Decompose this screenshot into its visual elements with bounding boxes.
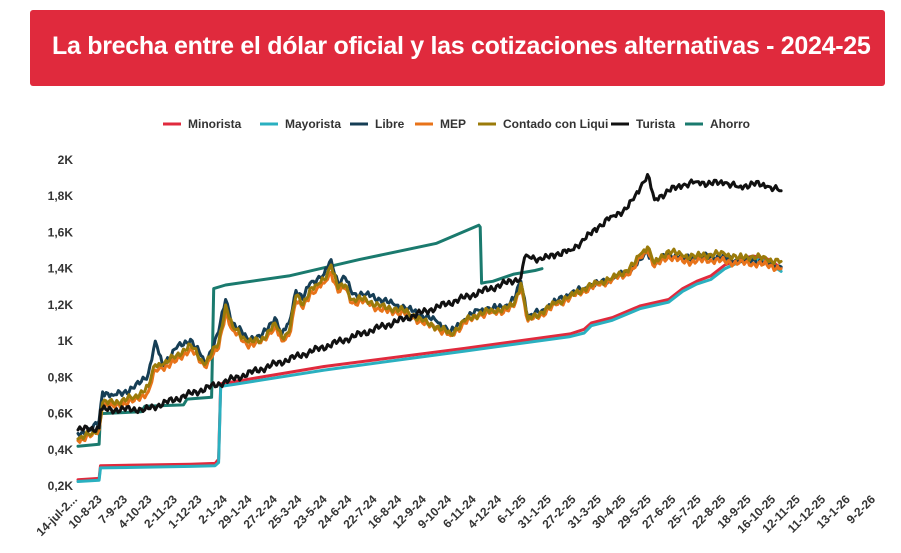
y-axis: 0,2K 0,4K 0,6K 0,8K 1K 1,2K 1,4K 1,6K 1,8K 2K: [48, 153, 74, 493]
y-tick-label: 0,6K: [48, 407, 74, 421]
series-line-turista: [76, 173, 783, 433]
legend-label: MEP: [440, 117, 466, 131]
y-tick-label: 0,4K: [48, 443, 74, 457]
title-banner: La brecha entre el dólar oficial y las c…: [30, 10, 885, 86]
series-line-ahorro: [76, 223, 544, 448]
legend-label: Libre: [375, 117, 405, 131]
legend-label: Mayorista: [285, 117, 341, 131]
y-tick-label: 1K: [58, 334, 74, 348]
legend-label: Minorista: [188, 117, 242, 131]
series-line-mayorista: [76, 257, 783, 483]
y-tick-label: 0,2K: [48, 479, 74, 493]
y-tick-label: 1,8K: [48, 189, 74, 203]
y-tick-label: 1,4K: [48, 262, 74, 276]
y-tick-label: 2K: [58, 153, 74, 167]
chart-title: La brecha entre el dólar oficial y las c…: [52, 32, 871, 60]
series-line-mep: [76, 249, 783, 444]
legend-label: Turista: [636, 117, 675, 131]
legend-label: Ahorro: [710, 117, 750, 131]
x-axis: 14-jul-2...10-8-237-9-234-10-232-11-231-…: [33, 492, 878, 539]
y-tick-label: 1,2K: [48, 298, 74, 312]
series-lines: [76, 173, 783, 483]
legend-label: Contado con Liqui: [503, 117, 608, 131]
series-line-contado-con-liqui: [76, 245, 783, 441]
y-tick-label: 1,6K: [48, 225, 74, 239]
series-line-libre: [76, 250, 783, 438]
series-line-minorista: [76, 254, 783, 482]
x-tick-label: 9-2-26: [844, 492, 879, 527]
y-tick-label: 0,8K: [48, 370, 74, 384]
legend: Minorista Mayorista Libre MEP Contado con Li…: [163, 117, 750, 131]
